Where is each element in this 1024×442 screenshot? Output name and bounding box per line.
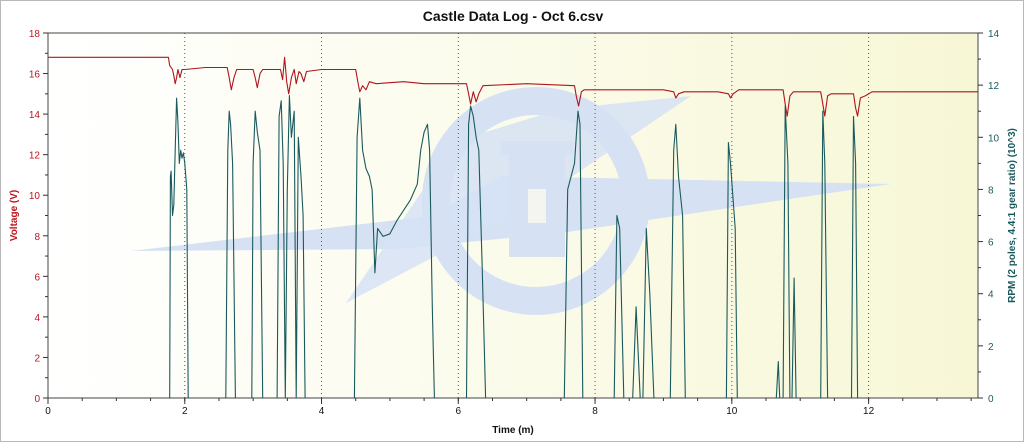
x-tick-label: 12 [863,406,875,417]
chart-title: Castle Data Log - Oct 6.csv [423,8,604,24]
y-left-tick-label: 8 [34,232,40,243]
y-left-tick-label: 6 [34,272,40,283]
x-tick-label: 0 [45,406,51,417]
x-axis-title: Time (m) [492,425,534,436]
y-axis-right-title: RPM (2 poles, 4.4:1 gear ratio) (10^3) [1007,128,1018,303]
series-line-rpm [48,95,978,398]
x-axis: 0 2 4 6 8 10 12 [45,398,972,417]
x-tick-label: 6 [456,406,462,417]
y-right-tick-label: 14 [988,29,1000,40]
y-left-tick-label: 18 [29,29,41,40]
watermark-tower-top [501,141,573,155]
y-axis-left-title: Voltage (V) [9,190,20,241]
y-right-tick-label: 0 [988,394,994,405]
y-right-tick-label: 8 [988,185,994,196]
x-tick-label: 8 [592,406,598,417]
x-tick-label: 4 [319,406,325,417]
y-left-tick-label: 10 [29,191,41,202]
y-right-tick-label: 10 [988,133,1000,144]
y-axis-left: 0 2 4 6 8 10 12 14 16 18 [29,29,48,405]
series-line-voltage [48,56,978,117]
y-left-tick-label: 16 [29,70,41,81]
y-right-tick-label: 4 [988,290,994,301]
y-right-tick-label: 6 [988,238,994,249]
y-right-tick-label: 2 [988,342,994,353]
y-right-tick-label: 12 [988,81,1000,92]
y-left-tick-label: 2 [34,353,40,364]
castle-logo-watermark [131,87,891,315]
y-left-tick-label: 12 [29,151,41,162]
y-left-tick-label: 0 [34,394,40,405]
x-tick-label: 10 [726,406,738,417]
x-tick-label: 2 [182,406,188,417]
y-left-tick-label: 4 [34,313,40,324]
watermark-tower-window [528,189,546,223]
y-left-tick-label: 14 [29,110,41,121]
y-axis-right: 0 2 4 6 8 10 12 14 [978,29,1000,405]
series-layer [48,56,978,398]
watermark-ring [422,87,650,315]
